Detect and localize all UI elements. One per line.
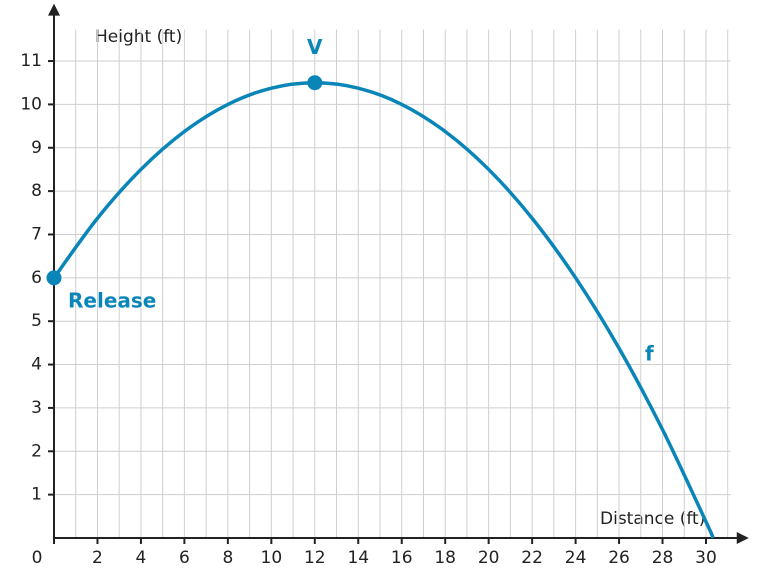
curve	[52, 80, 715, 539]
x-tick-label: 4	[136, 548, 147, 568]
y-axis-label: Height (ft)	[95, 27, 182, 47]
x-tick-label: 0	[32, 548, 43, 568]
y-tick-label: 1	[31, 485, 42, 505]
y-tick-label: 10	[20, 94, 42, 114]
point	[307, 75, 323, 91]
point-label: V	[307, 35, 323, 59]
y-tick-label: 4	[31, 355, 42, 375]
y-tick-label: 6	[31, 268, 42, 288]
series-label: f	[645, 342, 654, 366]
point	[46, 270, 62, 286]
x-arrow	[736, 532, 749, 544]
x-axis-label: Distance (ft)	[600, 509, 705, 529]
y-tick-label: 7	[31, 224, 42, 244]
x-tick-label: 12	[304, 548, 326, 568]
x-tick-label: 28	[652, 548, 674, 568]
x-tick-label: 18	[434, 548, 456, 568]
y-arrow	[48, 3, 60, 16]
y-tick-label: 3	[31, 398, 42, 418]
x-tick-label: 20	[478, 548, 500, 568]
y-tick-label: 2	[31, 441, 42, 461]
y-tick-label: 5	[31, 311, 42, 331]
x-tick-label: 14	[347, 548, 369, 568]
x-tick-label: 2	[92, 548, 103, 568]
x-tick-label: 6	[179, 548, 190, 568]
x-tick-label: 30	[695, 548, 717, 568]
y-tick-label: 8	[31, 181, 42, 201]
x-tick-label: 26	[608, 548, 630, 568]
x-tick-label: 16	[391, 548, 413, 568]
y-tick-label: 9	[31, 138, 42, 158]
x-tick-label: 22	[521, 548, 543, 568]
y-tick-label: 11	[20, 51, 42, 71]
point-label: Release	[68, 288, 156, 312]
x-tick-label: 24	[565, 548, 587, 568]
x-tick-label: 8	[222, 548, 233, 568]
x-tick-label: 10	[261, 548, 283, 568]
